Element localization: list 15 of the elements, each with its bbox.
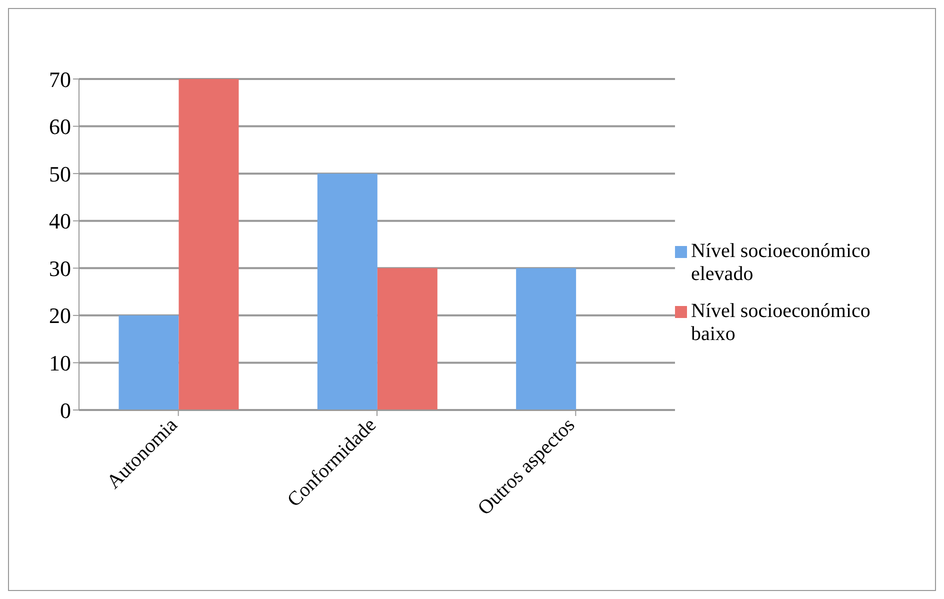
y-tick-label: 70 [49, 66, 71, 92]
y-tick-label: 60 [49, 114, 71, 140]
bar [178, 79, 239, 410]
bar [377, 268, 438, 410]
bar [516, 268, 576, 410]
y-tick-label: 40 [49, 208, 71, 234]
bar [118, 315, 179, 410]
y-tick-label: 0 [60, 398, 71, 423]
bar [317, 174, 378, 410]
y-tick-label: 20 [49, 303, 71, 328]
y-tick-label: 10 [49, 350, 71, 376]
y-tick-label: 50 [49, 161, 71, 186]
y-tick-label: 30 [49, 256, 71, 281]
legend-label: Nível socioeconómico elevado [691, 240, 872, 286]
legend-label: Nível socioeconómico baixo [691, 300, 872, 346]
